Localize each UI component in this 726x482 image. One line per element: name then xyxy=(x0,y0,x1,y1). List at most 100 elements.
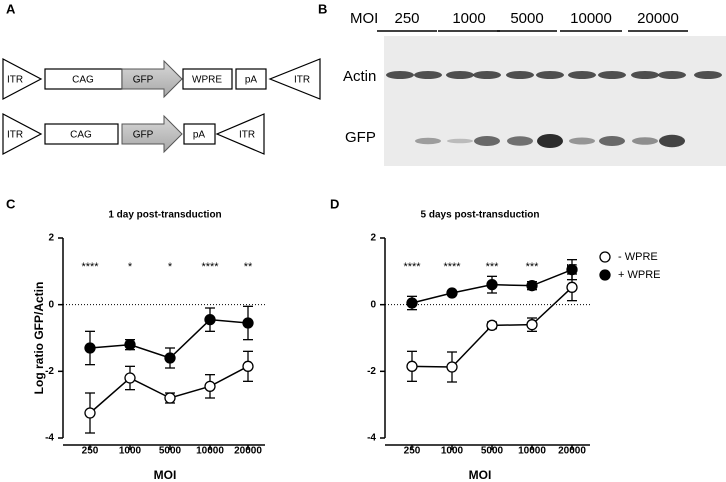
actin-band xyxy=(536,71,564,79)
y-tick-label: -4 xyxy=(367,433,376,444)
y-axis-label: Log ratio GFP/Actin xyxy=(32,282,46,395)
actin-band xyxy=(506,71,534,79)
panel-label: A xyxy=(6,1,16,16)
blot-bands xyxy=(386,71,722,148)
panel-label: C xyxy=(6,196,16,211)
actin-band xyxy=(446,71,474,79)
element-label: CAG xyxy=(72,75,94,86)
point xyxy=(486,279,498,291)
gfp-band xyxy=(659,134,685,148)
x-axis-label: MOI xyxy=(469,468,492,482)
moi-value: 10000 xyxy=(570,10,612,27)
moi-label: MOI xyxy=(350,10,378,27)
significance: *** xyxy=(526,261,540,273)
x-axis-label: MOI xyxy=(154,468,177,482)
y-tick-label: -2 xyxy=(367,366,376,377)
pa xyxy=(183,123,216,145)
series-line xyxy=(89,318,249,359)
y-tick-label: -2 xyxy=(45,366,54,377)
moi-value: 20000 xyxy=(637,10,679,27)
point xyxy=(566,281,578,293)
x-tick-label: 10000 xyxy=(518,446,546,457)
point xyxy=(124,372,136,384)
actin-band xyxy=(631,71,659,79)
point xyxy=(446,361,458,373)
element-label: ITR xyxy=(239,130,255,141)
point xyxy=(446,287,458,299)
actin-band xyxy=(598,71,626,79)
gfp-band xyxy=(599,136,625,146)
moi-value: 5000 xyxy=(510,10,543,27)
construct: ITR CAG GFP WPRE pA ITR xyxy=(2,58,321,100)
gfp-band xyxy=(447,138,473,144)
point xyxy=(124,339,136,351)
gfp-band xyxy=(537,134,563,148)
point xyxy=(164,352,176,364)
row-label: Actin xyxy=(343,68,376,85)
gfp-band xyxy=(632,137,658,145)
element-label: ITR xyxy=(294,75,310,86)
significance: **** xyxy=(201,261,219,273)
gfp-band xyxy=(415,137,441,145)
itr xyxy=(2,58,43,100)
itr xyxy=(215,113,265,155)
x-tick-label: 20000 xyxy=(234,446,262,457)
actin-band xyxy=(658,71,686,79)
gfp xyxy=(121,114,183,154)
significance: *** xyxy=(486,261,500,273)
significance: **** xyxy=(81,261,99,273)
legend-label: - WPRE xyxy=(618,251,658,263)
significance: * xyxy=(168,261,173,273)
element-label: ITR xyxy=(7,130,23,141)
panel-label: D xyxy=(330,196,339,211)
gfp-band xyxy=(569,137,595,145)
y-tick-label: -4 xyxy=(45,433,54,444)
x-tick-label: 5000 xyxy=(159,446,182,457)
y-tick-label: 2 xyxy=(48,233,54,244)
gfp xyxy=(121,59,183,99)
y-tick-label: 2 xyxy=(370,233,376,244)
legend-label: + WPRE xyxy=(618,269,660,281)
pa xyxy=(235,68,267,90)
point xyxy=(164,392,176,404)
actin-band xyxy=(568,71,596,79)
significance: * xyxy=(128,261,133,273)
point xyxy=(486,319,498,331)
wpre xyxy=(182,68,233,90)
construct: ITR CAG GFP pA ITR xyxy=(2,113,265,155)
y-tick-label: 0 xyxy=(370,299,376,310)
point xyxy=(84,342,96,354)
gfp-band xyxy=(507,136,533,146)
element-label: CAG xyxy=(70,130,92,141)
x-tick-label: 1000 xyxy=(119,446,142,457)
significance: ** xyxy=(244,261,253,273)
actin-band xyxy=(414,71,442,79)
moi-value: 250 xyxy=(394,10,419,27)
x-tick-label: 5000 xyxy=(481,446,504,457)
significance: **** xyxy=(403,261,421,273)
actin-band xyxy=(473,71,501,79)
x-tick-label: 250 xyxy=(404,446,421,457)
point xyxy=(526,280,538,292)
chart-title: 5 days post-transduction xyxy=(421,210,540,221)
point xyxy=(242,317,254,329)
actin-band xyxy=(694,71,722,79)
element-label: pA xyxy=(193,130,206,141)
element-label: WPRE xyxy=(192,75,222,86)
legend-marker xyxy=(599,251,611,263)
panel-label: B xyxy=(318,1,327,16)
moi-value: 1000 xyxy=(452,10,485,27)
point xyxy=(204,380,216,392)
cag xyxy=(44,123,119,145)
point xyxy=(204,314,216,326)
element-label: pA xyxy=(245,75,258,86)
element-label: ITR xyxy=(7,75,23,86)
point xyxy=(526,319,538,331)
point xyxy=(84,407,96,419)
itr xyxy=(268,58,321,100)
significance: **** xyxy=(443,261,461,273)
point xyxy=(406,297,418,309)
x-tick-label: 250 xyxy=(82,446,99,457)
x-tick-label: 20000 xyxy=(558,446,586,457)
